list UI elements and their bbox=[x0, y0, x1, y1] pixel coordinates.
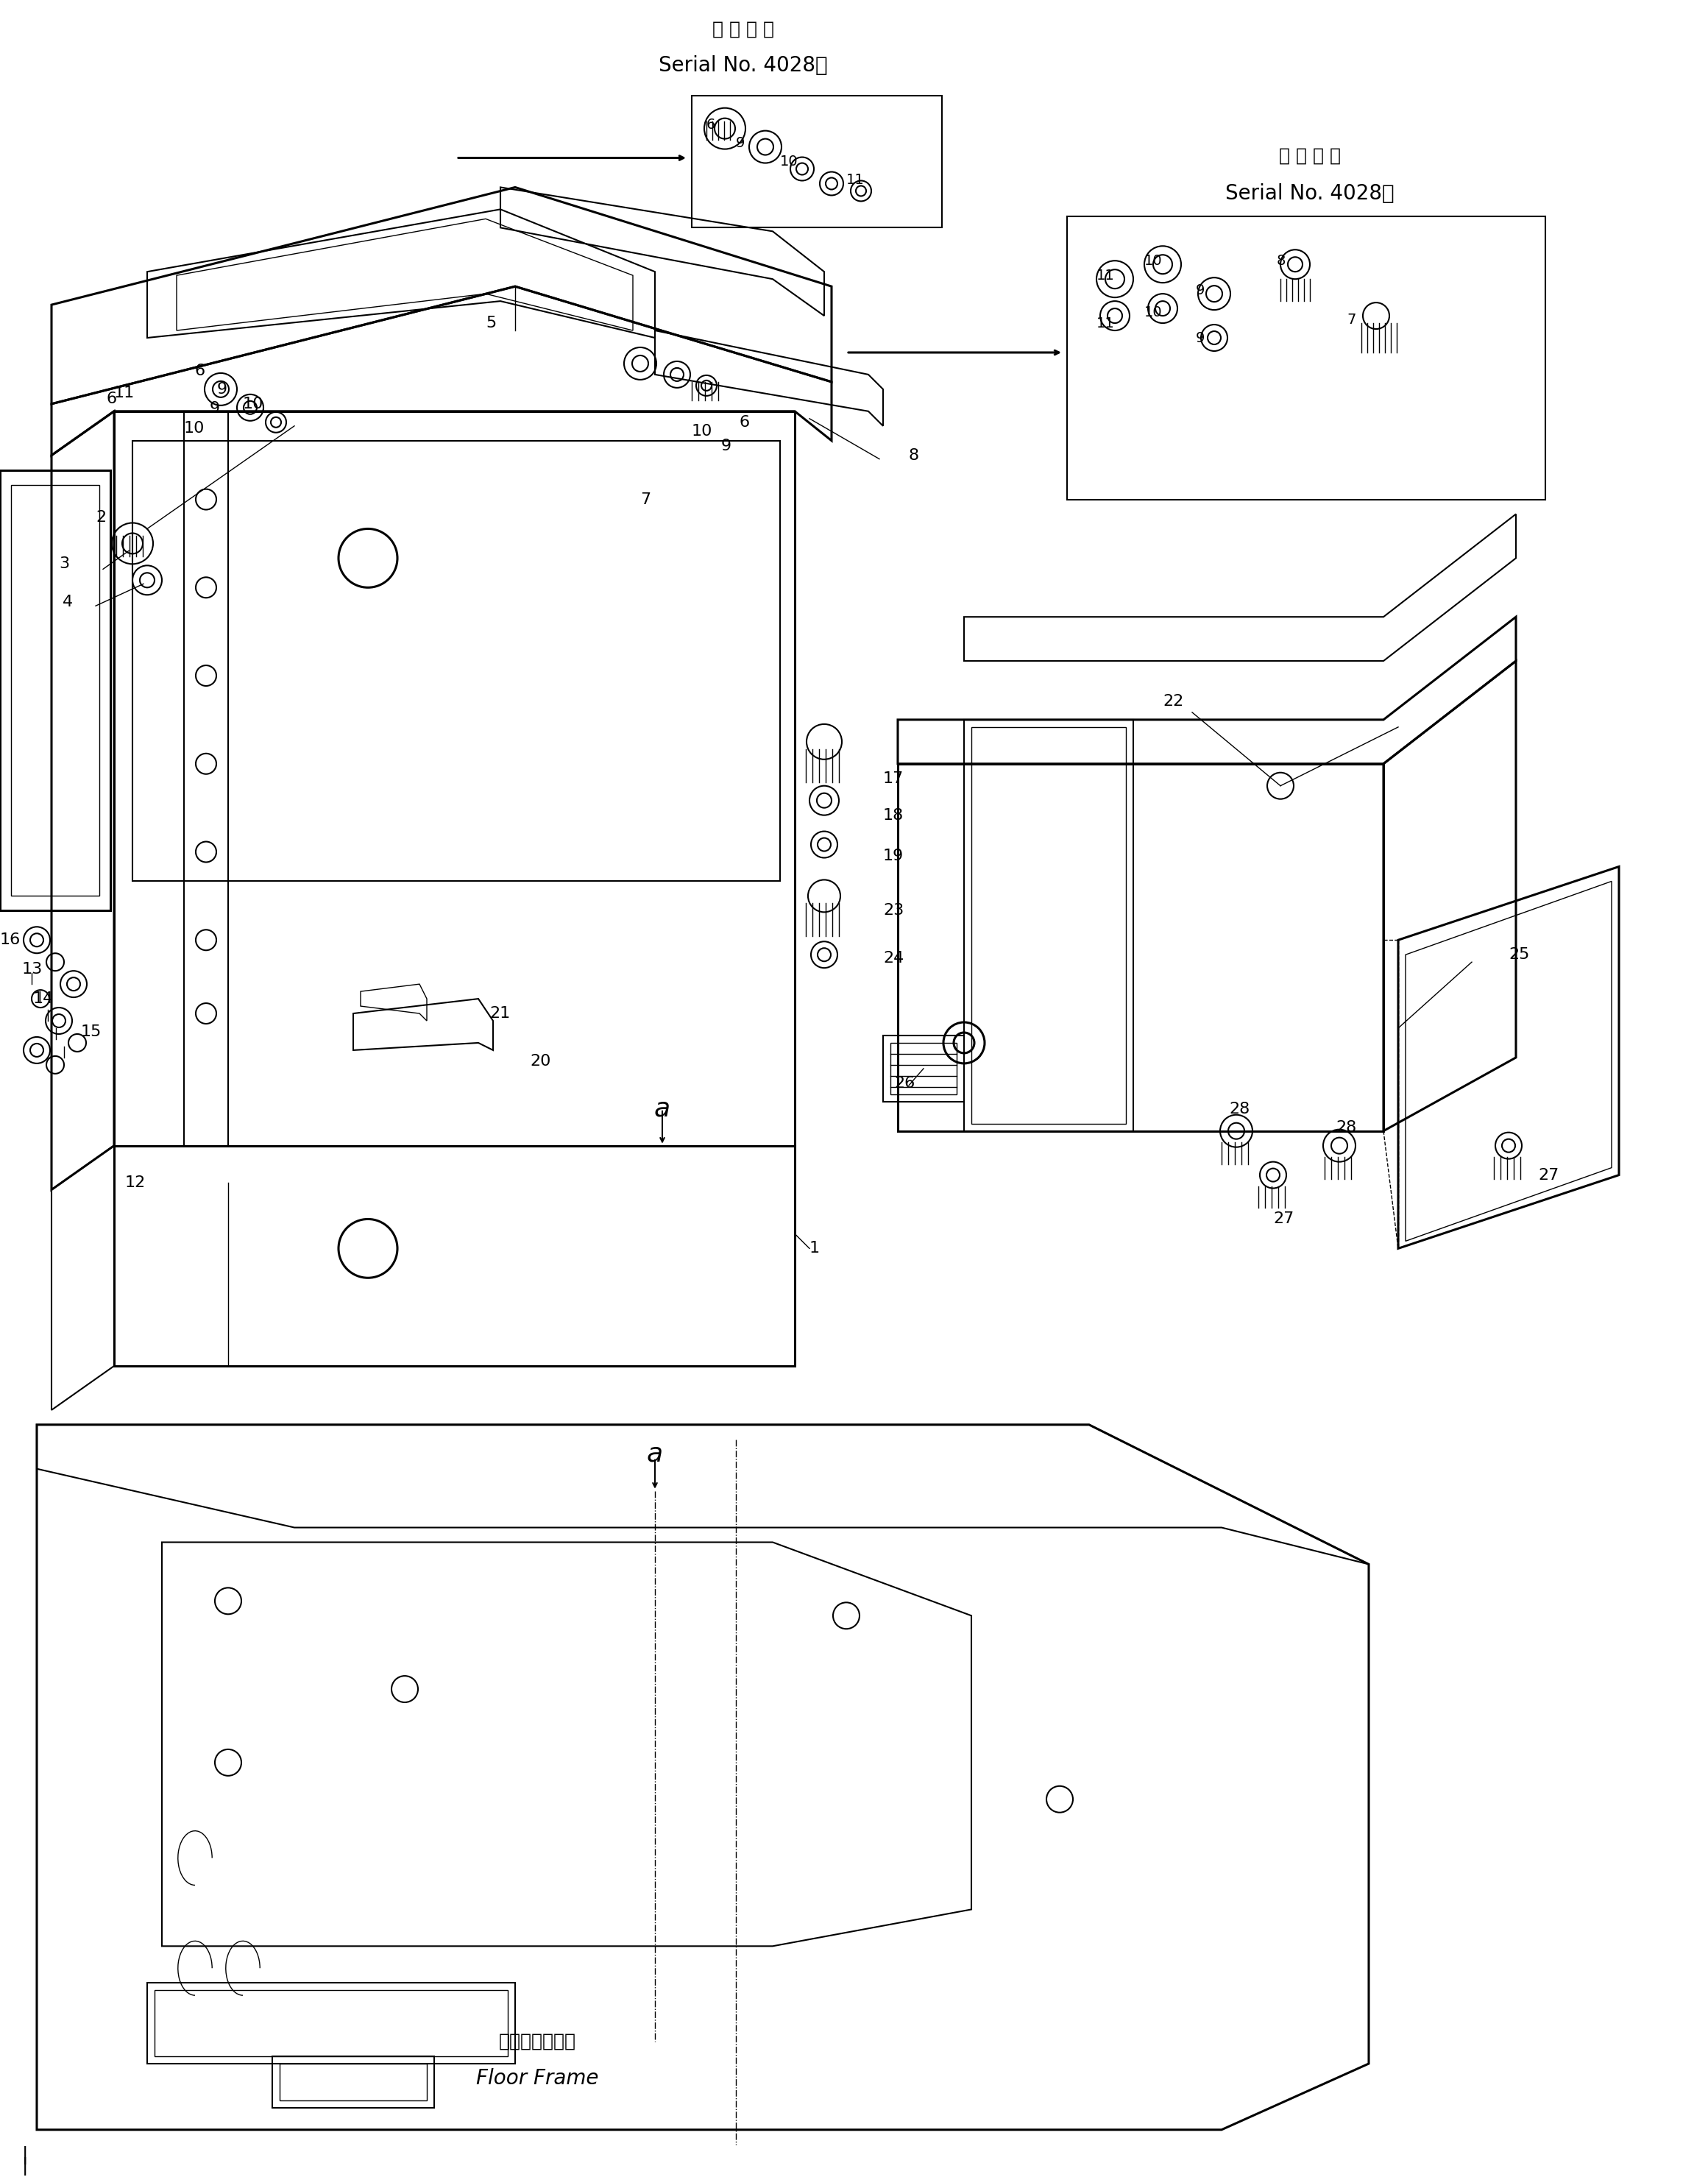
Text: 9: 9 bbox=[210, 401, 220, 416]
Text: 19: 19 bbox=[883, 849, 904, 862]
Text: a: a bbox=[647, 1441, 663, 1467]
Text: 9: 9 bbox=[736, 137, 745, 150]
Text: 8: 8 bbox=[1278, 255, 1286, 268]
Text: 11: 11 bbox=[845, 172, 864, 187]
Text: 8: 8 bbox=[909, 448, 919, 464]
Text: 11: 11 bbox=[114, 385, 135, 401]
Text: 22: 22 bbox=[1163, 694, 1184, 710]
Text: フロアフレーム: フロアフレーム bbox=[499, 2033, 576, 2051]
Text: 9: 9 bbox=[217, 381, 227, 396]
Text: 9: 9 bbox=[1196, 283, 1204, 296]
Text: 24: 24 bbox=[883, 951, 904, 967]
Text: Floor Frame: Floor Frame bbox=[477, 2068, 598, 2088]
Text: 12: 12 bbox=[125, 1176, 145, 1191]
Text: a: a bbox=[654, 1097, 671, 1121]
Text: 20: 20 bbox=[529, 1054, 550, 1069]
Text: |: | bbox=[22, 2147, 29, 2164]
Text: 14: 14 bbox=[32, 991, 55, 1006]
Text: 6: 6 bbox=[106, 392, 118, 407]
Text: Serial No. 4028～: Serial No. 4028～ bbox=[659, 54, 828, 76]
Text: Serial No. 4028～: Serial No. 4028～ bbox=[1225, 183, 1394, 205]
Text: 10: 10 bbox=[1144, 255, 1163, 268]
Text: 5: 5 bbox=[485, 316, 495, 331]
Text: 2: 2 bbox=[96, 509, 106, 525]
Text: 6: 6 bbox=[740, 416, 750, 429]
Text: 4: 4 bbox=[63, 594, 73, 610]
Text: 18: 18 bbox=[883, 808, 904, 823]
Text: 1: 1 bbox=[810, 1241, 820, 1256]
Text: 7: 7 bbox=[640, 492, 651, 507]
Text: 6: 6 bbox=[707, 118, 716, 133]
Text: 10: 10 bbox=[184, 420, 205, 435]
Text: 3: 3 bbox=[58, 557, 70, 570]
Text: 15: 15 bbox=[80, 1025, 102, 1038]
Text: 10: 10 bbox=[243, 396, 263, 411]
Text: 11: 11 bbox=[1097, 268, 1115, 283]
Text: 9: 9 bbox=[721, 438, 731, 453]
Text: 9: 9 bbox=[1196, 331, 1204, 344]
Text: 27: 27 bbox=[1272, 1213, 1295, 1226]
Text: 28: 28 bbox=[1230, 1102, 1250, 1117]
Text: 7: 7 bbox=[1346, 313, 1356, 327]
Text: 適 用 号 機: 適 用 号 機 bbox=[1279, 146, 1341, 165]
Text: 10: 10 bbox=[692, 425, 712, 438]
Text: 26: 26 bbox=[893, 1075, 915, 1091]
Text: 11: 11 bbox=[1097, 316, 1115, 331]
Text: 10: 10 bbox=[1144, 305, 1163, 320]
Text: 27: 27 bbox=[1537, 1167, 1559, 1182]
Text: 適 用 号 機: 適 用 号 機 bbox=[712, 20, 774, 39]
Text: |: | bbox=[22, 2157, 29, 2175]
Text: 6: 6 bbox=[195, 364, 205, 379]
Text: 17: 17 bbox=[883, 771, 904, 786]
Text: 25: 25 bbox=[1508, 947, 1529, 962]
Text: 23: 23 bbox=[883, 903, 904, 919]
Text: 13: 13 bbox=[22, 962, 43, 977]
Text: 16: 16 bbox=[0, 932, 20, 947]
Text: 21: 21 bbox=[490, 1006, 511, 1021]
Text: 28: 28 bbox=[1336, 1119, 1356, 1134]
Text: 10: 10 bbox=[781, 155, 798, 168]
